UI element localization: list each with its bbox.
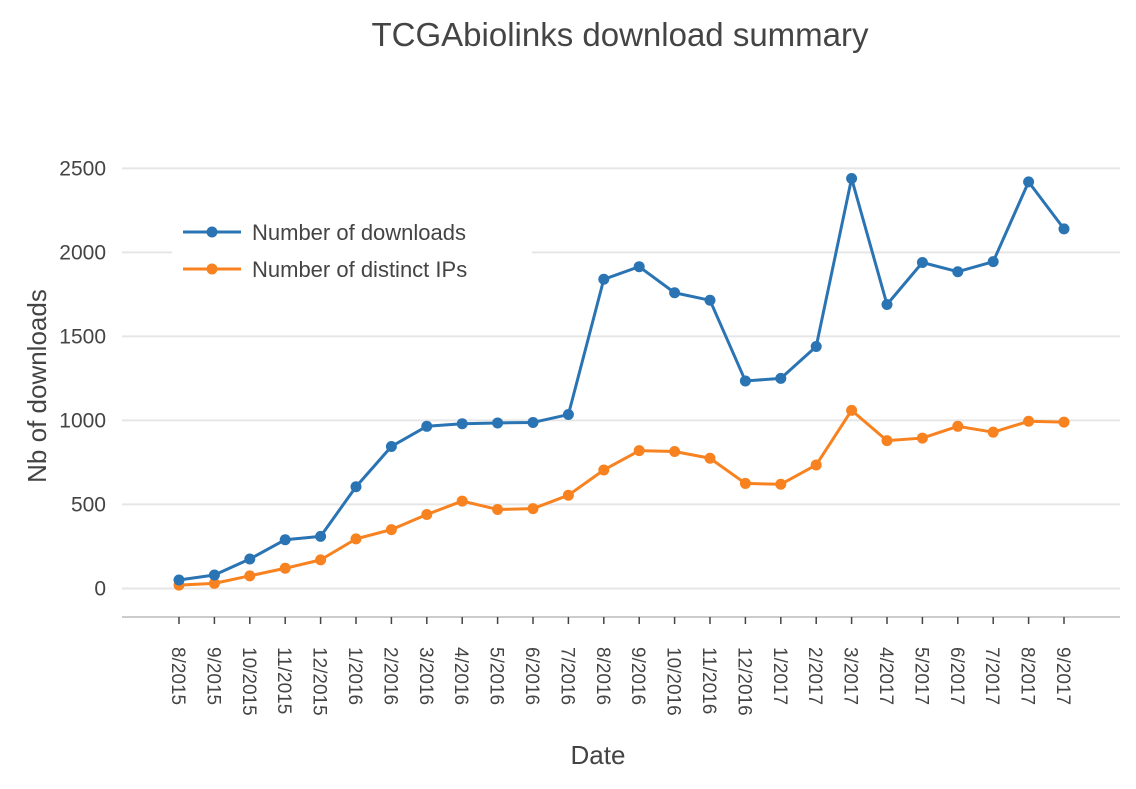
data-point [1023, 415, 1035, 427]
data-point [739, 375, 751, 387]
x-tick-label: 11/2015 [273, 647, 294, 714]
data-point [421, 420, 433, 432]
x-tick-label: 1/2016 [344, 647, 365, 705]
data-point [279, 562, 291, 574]
data-point [1058, 223, 1070, 235]
legend-swatch-marker [206, 263, 218, 275]
data-point [598, 464, 610, 476]
y-tick-label: 500 [71, 493, 106, 516]
x-tick-label: 2/2016 [379, 647, 400, 705]
data-point [633, 445, 645, 457]
y-tick-label: 0 [94, 577, 106, 600]
x-tick-label: 12/2015 [309, 647, 330, 716]
x-tick-label: 3/2016 [415, 647, 436, 705]
data-point [846, 404, 858, 416]
x-tick-label: 8/2017 [1017, 647, 1038, 705]
data-point [527, 503, 539, 515]
data-point [987, 256, 999, 268]
data-point [916, 432, 928, 444]
x-axis-ticks: 8/2015 9/2015 10/2015 11/2015 12/2015 1/2016 2… [167, 617, 1073, 716]
x-tick-label: 10/2016 [663, 647, 684, 716]
x-axis-title: Date [571, 740, 626, 770]
data-point [492, 417, 504, 429]
data-point [492, 503, 504, 515]
data-point [315, 530, 327, 542]
data-point [916, 256, 928, 268]
data-point [987, 426, 999, 438]
x-tick-label: 5/2017 [910, 647, 931, 705]
x-tick-label: 1/2017 [769, 647, 790, 705]
x-tick-label: 11/2016 [698, 647, 719, 714]
y-axis-ticks: 0 500 1000 1500 2000 2500 [59, 157, 106, 600]
data-point [562, 409, 574, 421]
data-point [385, 524, 397, 536]
data-point [1023, 176, 1035, 188]
data-point [456, 418, 468, 430]
data-point [598, 273, 610, 285]
data-point [562, 489, 574, 501]
legend: Number of downloads Number of distinct IP… [172, 210, 532, 290]
x-tick-label: 6/2017 [946, 647, 967, 705]
data-point [208, 569, 220, 581]
data-point [350, 481, 362, 493]
series-line [178, 408, 1065, 587]
data-point [881, 298, 893, 310]
data-point [173, 574, 185, 586]
series-lines [173, 172, 1070, 591]
x-tick-label: 9/2017 [1052, 647, 1073, 705]
data-point [775, 372, 787, 384]
x-tick-label: 4/2016 [450, 647, 471, 705]
data-point [1058, 416, 1070, 428]
x-tick-label: 7/2016 [556, 647, 577, 705]
data-point [244, 570, 256, 582]
x-tick-label: 8/2015 [167, 647, 188, 705]
data-point [704, 294, 716, 306]
data-point [704, 452, 716, 464]
data-point [385, 440, 397, 452]
data-point [456, 495, 468, 507]
data-point [350, 533, 362, 545]
data-point [846, 172, 858, 184]
data-point [775, 478, 787, 490]
data-point [208, 577, 220, 589]
data-point [952, 266, 964, 278]
series-line [178, 176, 1066, 582]
x-tick-label: 10/2015 [238, 647, 259, 716]
data-point [810, 459, 822, 471]
data-point [244, 553, 256, 565]
legend-swatch-marker [206, 226, 218, 238]
data-point [810, 340, 822, 352]
y-tick-label: 1500 [59, 325, 106, 348]
legend-box [172, 210, 532, 290]
legend-label: Number of distinct IPs [252, 257, 467, 282]
x-tick-label: 2/2017 [804, 647, 825, 705]
chart-title: TCGAbiolinks download summary [371, 16, 869, 53]
data-point [527, 416, 539, 428]
data-point [669, 446, 681, 458]
data-point [421, 509, 433, 521]
x-tick-label: 8/2016 [592, 647, 613, 705]
x-tick-label: 6/2016 [521, 647, 542, 705]
x-tick-label: 4/2017 [875, 647, 896, 705]
x-tick-label: 9/2015 [202, 647, 223, 705]
y-tick-label: 2000 [59, 241, 106, 264]
data-point [279, 534, 291, 546]
data-point [881, 435, 893, 447]
x-tick-label: 12/2016 [733, 647, 754, 716]
data-point [633, 261, 645, 273]
y-tick-label: 1000 [59, 409, 106, 432]
legend-label: Number of downloads [252, 220, 466, 245]
data-point [739, 477, 751, 489]
data-point [952, 420, 964, 432]
y-tick-label: 2500 [59, 157, 106, 180]
y-axis-title: Nb of downloads [22, 289, 52, 483]
x-tick-label: 3/2017 [840, 647, 861, 705]
x-tick-label: 9/2016 [627, 647, 648, 705]
x-tick-label: 7/2017 [981, 647, 1002, 705]
x-tick-label: 5/2016 [486, 647, 507, 705]
data-point [315, 554, 327, 566]
data-point [669, 287, 681, 299]
